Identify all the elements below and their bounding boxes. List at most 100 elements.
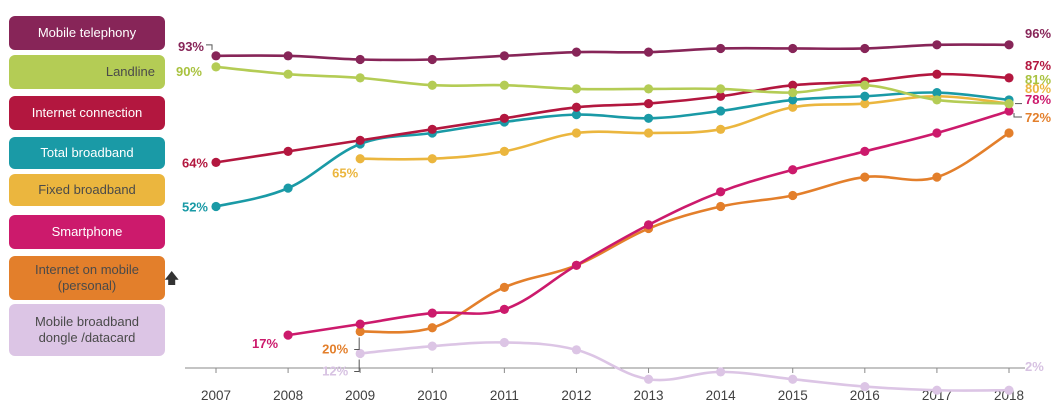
data-point	[427, 308, 437, 318]
legend-label: Mobile telephony	[37, 25, 137, 40]
x-tick-label: 2018	[994, 388, 1024, 403]
series-mobile-broadband-dongle-datacard	[355, 337, 1014, 395]
data-point	[932, 69, 942, 79]
data-point	[211, 51, 221, 61]
leader-line	[1013, 112, 1022, 118]
data-point	[860, 146, 870, 156]
data-point	[571, 102, 582, 112]
data-point	[860, 99, 870, 109]
data-point	[211, 62, 221, 72]
series-line	[358, 94, 1011, 161]
data-point	[355, 326, 365, 337]
series-line	[214, 72, 1011, 164]
legend-label: Internet connection	[31, 105, 143, 120]
legend-item: Smartphone	[9, 215, 165, 249]
data-point	[283, 51, 293, 61]
legend-item: Internet on mobile (personal)	[9, 256, 165, 300]
series-line	[214, 43, 1011, 62]
data-point	[932, 385, 942, 395]
x-tick-label: 2011	[490, 388, 519, 403]
data-point	[427, 124, 437, 134]
series-line	[358, 341, 1011, 392]
data-point	[716, 367, 726, 377]
start-value-label: 64%	[182, 155, 208, 170]
legend-label: Smartphone	[51, 224, 123, 239]
leader-line	[354, 359, 360, 372]
series-line	[214, 91, 1011, 208]
x-tick-label: 2017	[922, 388, 952, 403]
data-point	[283, 69, 293, 79]
legend-item: Total broadband	[9, 137, 165, 169]
x-tick-label: 2013	[634, 388, 664, 403]
data-point	[643, 84, 654, 94]
data-point	[643, 374, 654, 384]
end-value-label: 87%	[1025, 58, 1051, 73]
data-point	[788, 87, 798, 98]
series-internet-connection	[211, 69, 1014, 167]
data-point	[788, 190, 798, 201]
series-mobile-telephony	[211, 40, 1014, 65]
legend-label: Internet on mobile	[34, 262, 140, 277]
end-value-label: 2%	[1025, 359, 1044, 374]
series-line	[214, 65, 1011, 105]
data-point	[932, 128, 942, 138]
data-point	[788, 165, 798, 175]
data-point	[643, 220, 654, 230]
leader-line	[206, 44, 213, 50]
data-point	[860, 381, 870, 392]
data-point	[788, 102, 798, 112]
series-fixed-broadband	[355, 91, 1014, 164]
data-point	[643, 99, 654, 109]
data-point	[571, 128, 582, 138]
x-tick-label: 2007	[201, 388, 231, 403]
data-point	[860, 80, 870, 90]
data-point	[499, 51, 509, 61]
data-point	[427, 54, 437, 65]
data-point	[1004, 128, 1014, 138]
x-tick-label: 2012	[561, 388, 591, 403]
legend-label-line2: (personal)	[57, 278, 117, 293]
end-value-label: 81%	[1025, 72, 1051, 87]
data-point	[427, 80, 437, 90]
x-tick-label: 2009	[345, 388, 375, 403]
start-value-label: 65%	[332, 166, 358, 181]
data-point	[932, 87, 942, 98]
up-arrow-icon: 🡅	[164, 270, 180, 287]
end-value-label: 96%	[1025, 26, 1051, 41]
data-point	[283, 183, 293, 193]
data-point	[355, 319, 365, 329]
data-point	[932, 172, 942, 182]
data-point	[499, 304, 509, 314]
data-point	[860, 43, 870, 54]
legend-label: Total broadband	[40, 145, 134, 160]
data-point	[1004, 40, 1014, 50]
data-point	[932, 95, 942, 105]
data-point	[427, 154, 437, 164]
series-line	[358, 131, 1011, 334]
data-point	[571, 110, 582, 120]
data-point	[788, 43, 798, 54]
data-point	[1004, 106, 1014, 116]
legend-label: Landline	[105, 64, 155, 79]
data-point	[788, 374, 798, 384]
data-point	[1004, 99, 1014, 109]
start-value-label: 90%	[176, 64, 202, 79]
data-point	[1004, 385, 1014, 395]
data-point	[211, 157, 221, 167]
data-point	[571, 345, 582, 355]
legend-item: Mobile telephony	[9, 16, 165, 50]
series-landline	[211, 62, 1014, 109]
start-value-label: 52%	[182, 200, 208, 215]
data-point	[499, 113, 509, 123]
data-point	[716, 124, 726, 134]
data-point	[571, 47, 582, 57]
data-point	[355, 154, 365, 164]
end-value-label: 78%	[1025, 92, 1051, 107]
data-point	[355, 54, 365, 65]
data-point	[860, 172, 870, 182]
data-point	[716, 106, 726, 116]
data-point	[1004, 73, 1014, 83]
data-point	[932, 40, 942, 50]
start-value-label: 17%	[252, 336, 278, 351]
legend-item: Fixed broadband	[9, 174, 165, 206]
